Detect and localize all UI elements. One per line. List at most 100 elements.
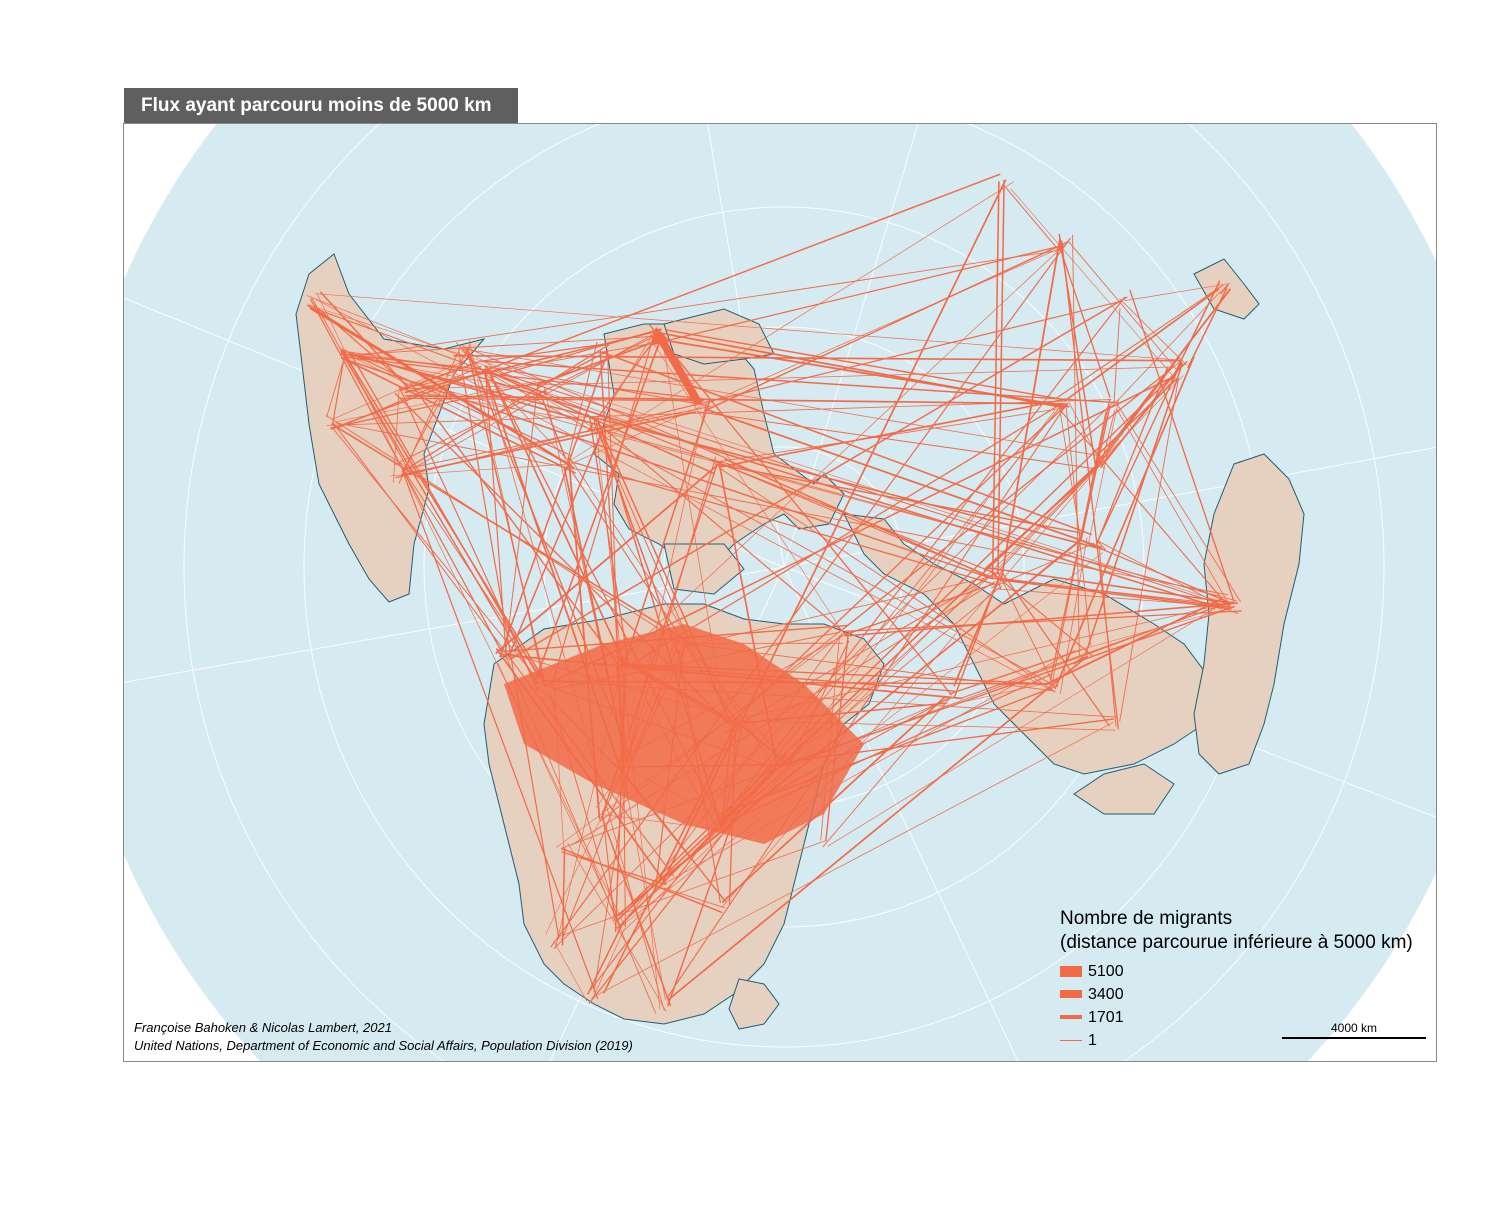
flow-line (331, 358, 470, 420)
flow-line (986, 566, 1235, 604)
flow-line (345, 351, 491, 374)
flow-line (1096, 367, 1168, 544)
flow-line (393, 389, 400, 483)
flow-line (994, 588, 1234, 608)
flow-line (1076, 538, 1233, 605)
flow-line (1097, 377, 1179, 456)
flow-line (949, 648, 1083, 695)
flow-line (1049, 398, 1111, 681)
flow-line (340, 350, 539, 685)
flow-line (1119, 378, 1179, 722)
flow-line (1080, 405, 1111, 541)
flow-line (1100, 363, 1184, 468)
flow-line (1073, 656, 1085, 665)
flow-line (718, 399, 1064, 468)
flow-line (550, 237, 1071, 948)
flow-line (348, 353, 1103, 550)
legend-label: 5100 (1088, 963, 1124, 980)
flow-line (668, 655, 1088, 1001)
map-title: Flux ayant parcouru moins de 5000 km (124, 88, 518, 123)
flow-line (316, 293, 625, 926)
flow-line (648, 323, 952, 696)
flow-line (485, 365, 628, 670)
flow-line (561, 847, 566, 946)
flow-line (499, 352, 608, 658)
flow-line (602, 329, 661, 347)
flow-line (342, 349, 573, 457)
flow-line (591, 722, 1114, 999)
flow-line (1000, 238, 1061, 582)
flow-line (719, 467, 1056, 693)
legend-title-line1: Nombre de migrants (1060, 908, 1233, 929)
flow-line (402, 405, 712, 470)
flow-line (309, 307, 575, 469)
flow-line (325, 415, 683, 645)
flow-line (567, 842, 667, 1012)
flow-line (340, 357, 576, 474)
flow-line (1097, 361, 1182, 542)
land-madagascar (728, 978, 780, 1030)
legend-title-line2: (distance parcourue inférieure à 5000 km… (1060, 932, 1413, 953)
flow-line (592, 928, 625, 998)
flow-line (586, 332, 660, 433)
flow-line (1056, 284, 1224, 399)
flow-line (1059, 409, 1231, 609)
flow-line (336, 381, 537, 422)
flow-line (1170, 280, 1221, 381)
flow-line (536, 337, 665, 386)
flow-line (615, 460, 1102, 922)
flow-line (721, 695, 947, 903)
flow-line (553, 940, 588, 1002)
flow-line (595, 422, 679, 654)
flow-line (403, 378, 1238, 602)
flow-line (1005, 186, 1059, 251)
flow-line (565, 181, 1014, 464)
legend-symbol (1060, 1015, 1082, 1019)
flow-line (561, 851, 667, 886)
flow-line (1010, 188, 1176, 379)
flow-line (1119, 298, 1187, 366)
map-panel[interactable]: Nombre de migrants (distance parcourue i… (123, 123, 1437, 1062)
flow-line (1116, 409, 1228, 601)
flow-line (663, 887, 725, 909)
flow-line (994, 577, 1230, 608)
flow-line (504, 384, 539, 655)
legend-label: 1701 (1088, 1009, 1124, 1026)
flow-line (341, 357, 994, 580)
flow-line (558, 840, 827, 937)
legend-label: 1 (1088, 1032, 1097, 1049)
legend-symbol (1060, 966, 1082, 977)
flow-line (1101, 409, 1116, 464)
flow-line (403, 469, 549, 689)
flow-line (346, 356, 709, 401)
flow-line (307, 304, 573, 467)
flow-line (665, 339, 1070, 408)
scale-bar (1282, 1037, 1426, 1039)
flow-line (586, 413, 848, 636)
flow-line (398, 386, 539, 692)
flow-line (589, 416, 629, 661)
flow-line (560, 847, 723, 914)
flow-line (845, 610, 1242, 632)
flow-line (1063, 288, 1220, 402)
flow-line (458, 352, 560, 939)
land-europe (593, 323, 845, 565)
flow-line (400, 411, 697, 476)
scale-bar-label: 4000 km (1330, 1021, 1378, 1035)
flow-line (1220, 284, 1229, 294)
legend-symbol (1060, 990, 1082, 998)
flow-line (495, 460, 723, 654)
flow-line (332, 428, 535, 677)
flow-line (484, 369, 716, 475)
flow-map[interactable] (124, 124, 1437, 1062)
flow-line (1072, 234, 1080, 657)
flow-line (465, 348, 479, 375)
flow-line (822, 696, 952, 848)
flow-line (404, 394, 1069, 405)
credit-source: United Nations, Department of Economic a… (134, 1038, 633, 1053)
flow-line (621, 462, 1103, 934)
credit-authors: Françoise Bahoken & Nicolas Lambert, 202… (134, 1020, 392, 1035)
flow-line (332, 350, 346, 425)
flow-line (1113, 308, 1121, 401)
flow-line (844, 583, 996, 636)
